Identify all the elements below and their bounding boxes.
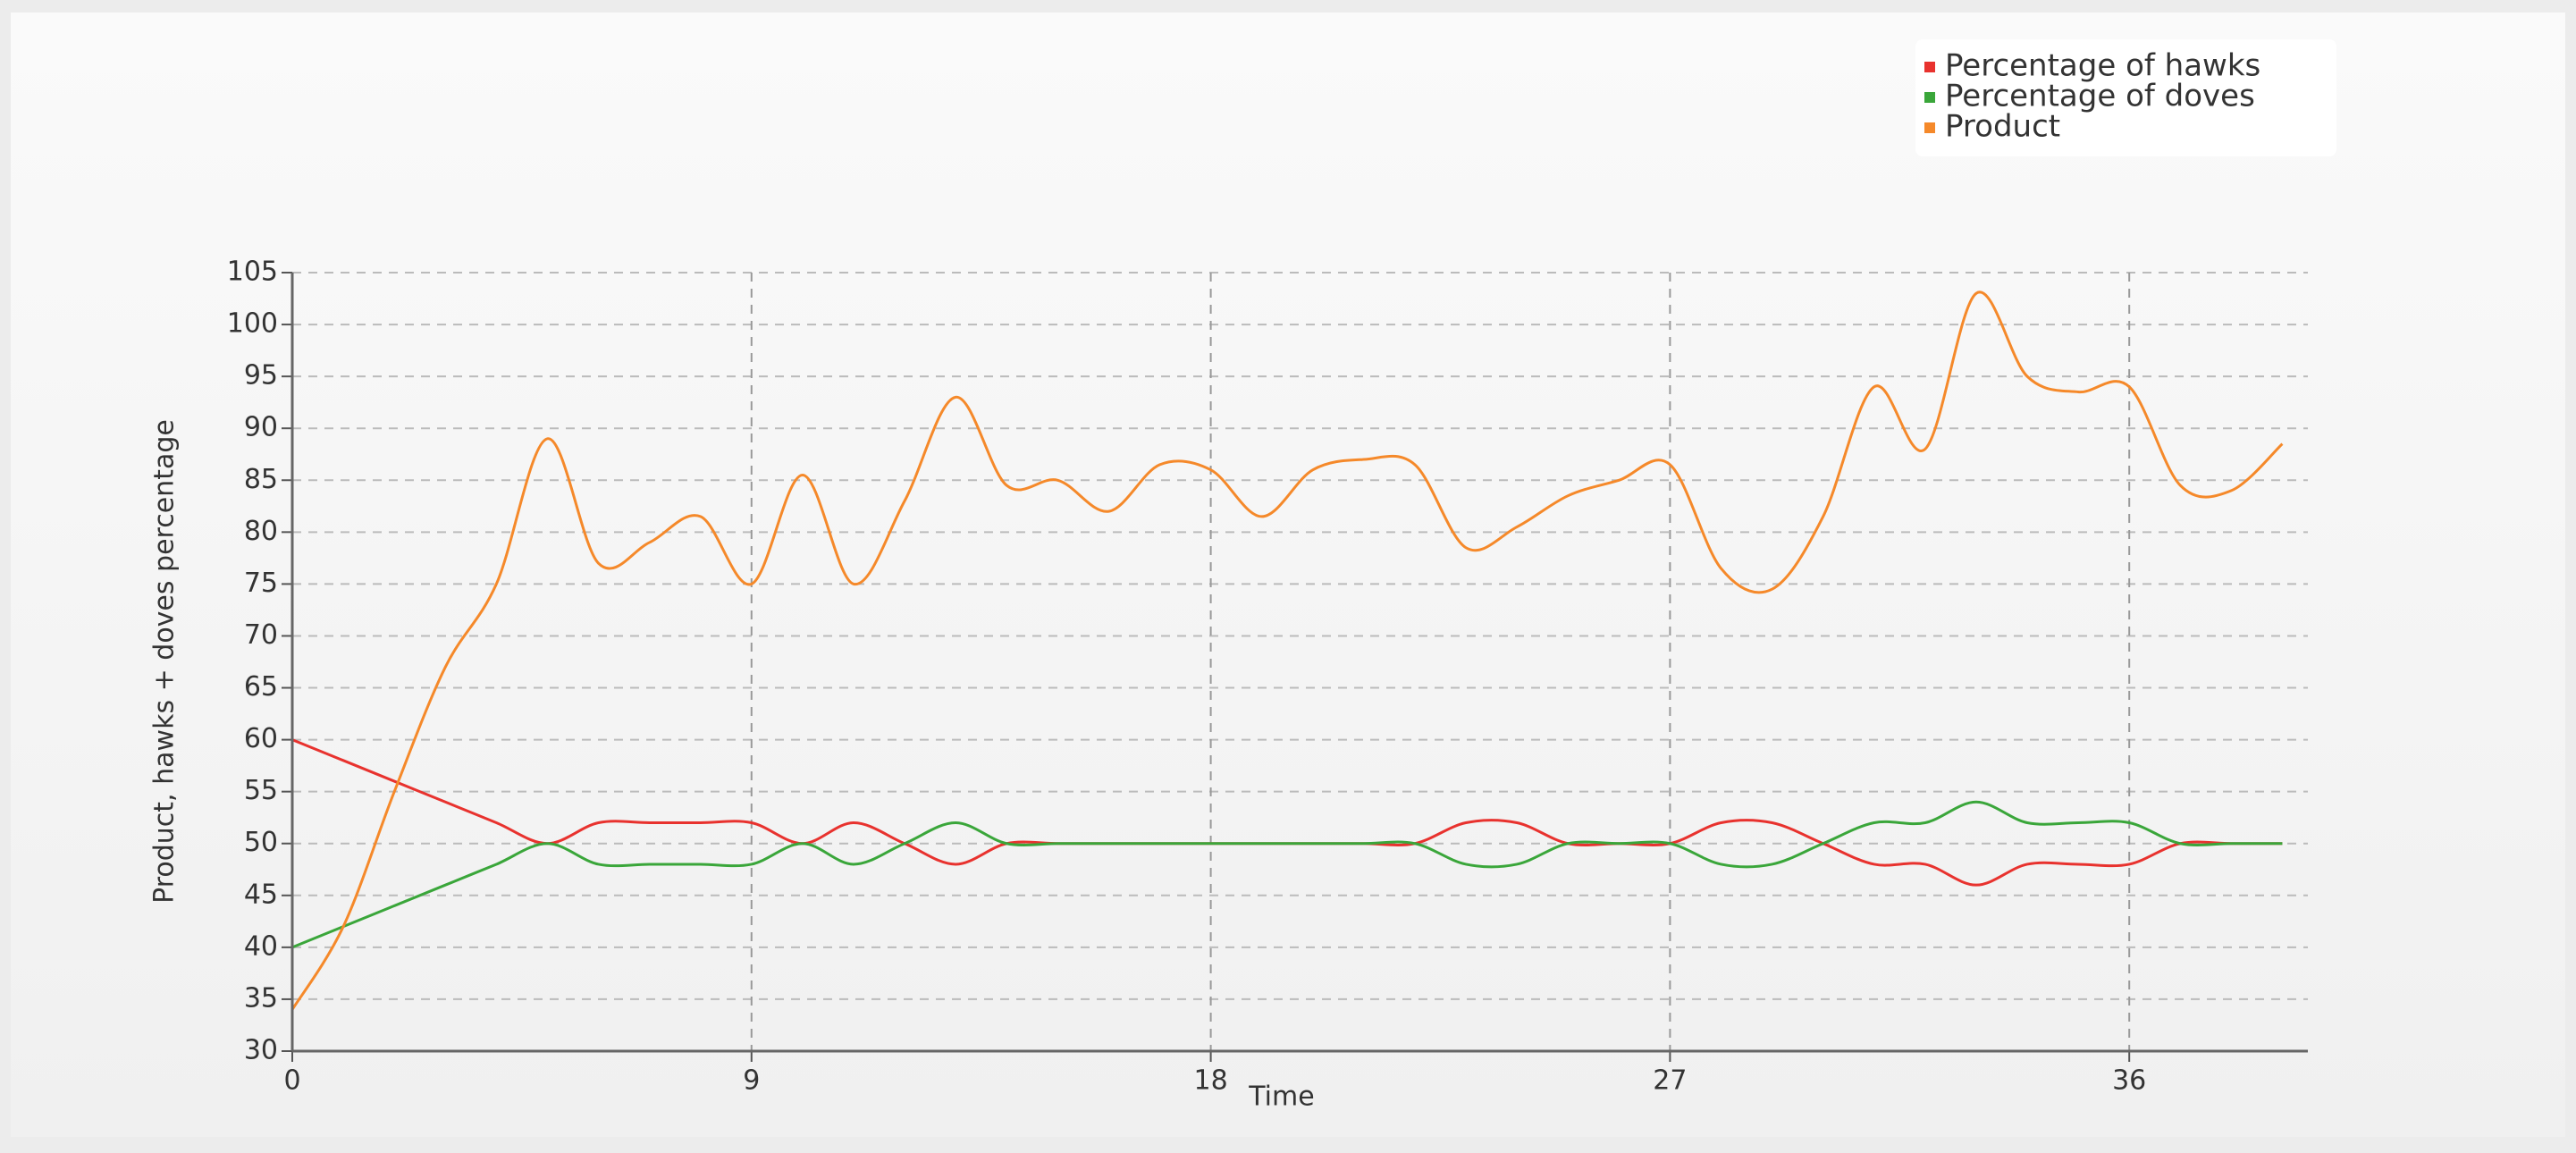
legend-label: Percentage of hawks: [1945, 48, 2260, 84]
y-tick-label: 85: [244, 464, 278, 495]
y-tick-label: 70: [244, 619, 278, 651]
legend-label: Percentage of doves: [1945, 79, 2255, 114]
legend-swatch: [1924, 92, 1935, 103]
series-line: [290, 290, 2284, 1011]
legend-swatch: [1924, 62, 1935, 72]
y-tick-label: 30: [244, 1035, 278, 1066]
grid: [291, 272, 2308, 1052]
x-tick-label: 0: [283, 1065, 300, 1097]
y-tick-label: 105: [227, 257, 278, 288]
x-tick-label: 9: [743, 1065, 760, 1097]
y-axis-label: Product, hawks + doves percentage: [149, 419, 181, 904]
legend-label: Product: [1945, 109, 2060, 145]
axes: 30 35 40 45 50 55 60 65 70 75 80 85 90 95 100 105 0 9 18 27…: [227, 257, 2308, 1097]
y-tick-label: 60: [244, 723, 278, 754]
y-tick-label: 55: [244, 775, 278, 806]
chart-panel: [11, 13, 2565, 1137]
y-tick-label: 40: [244, 930, 278, 962]
y-tick-label: 90: [244, 412, 278, 443]
legend-swatch: [1924, 122, 1935, 133]
x-tick-label: 18: [1194, 1065, 1228, 1097]
y-tick-label: 45: [244, 879, 278, 910]
lines: [290, 290, 2284, 1011]
y-tick-label: 95: [244, 360, 278, 391]
series-line: [291, 800, 2283, 949]
y-tick-label: 100: [227, 308, 278, 340]
y-tick-label: 75: [244, 568, 278, 599]
x-tick-label: 36: [2112, 1065, 2146, 1097]
legend-box: [1915, 39, 2336, 156]
y-tick-label: 80: [244, 516, 278, 547]
y-tick-label: 35: [244, 982, 278, 1014]
y-tick-label: 50: [244, 827, 278, 858]
x-tick-label: 27: [1653, 1065, 1687, 1097]
y-tick-label: 65: [244, 671, 278, 703]
x-axis-label: Time: [1248, 1081, 1314, 1113]
